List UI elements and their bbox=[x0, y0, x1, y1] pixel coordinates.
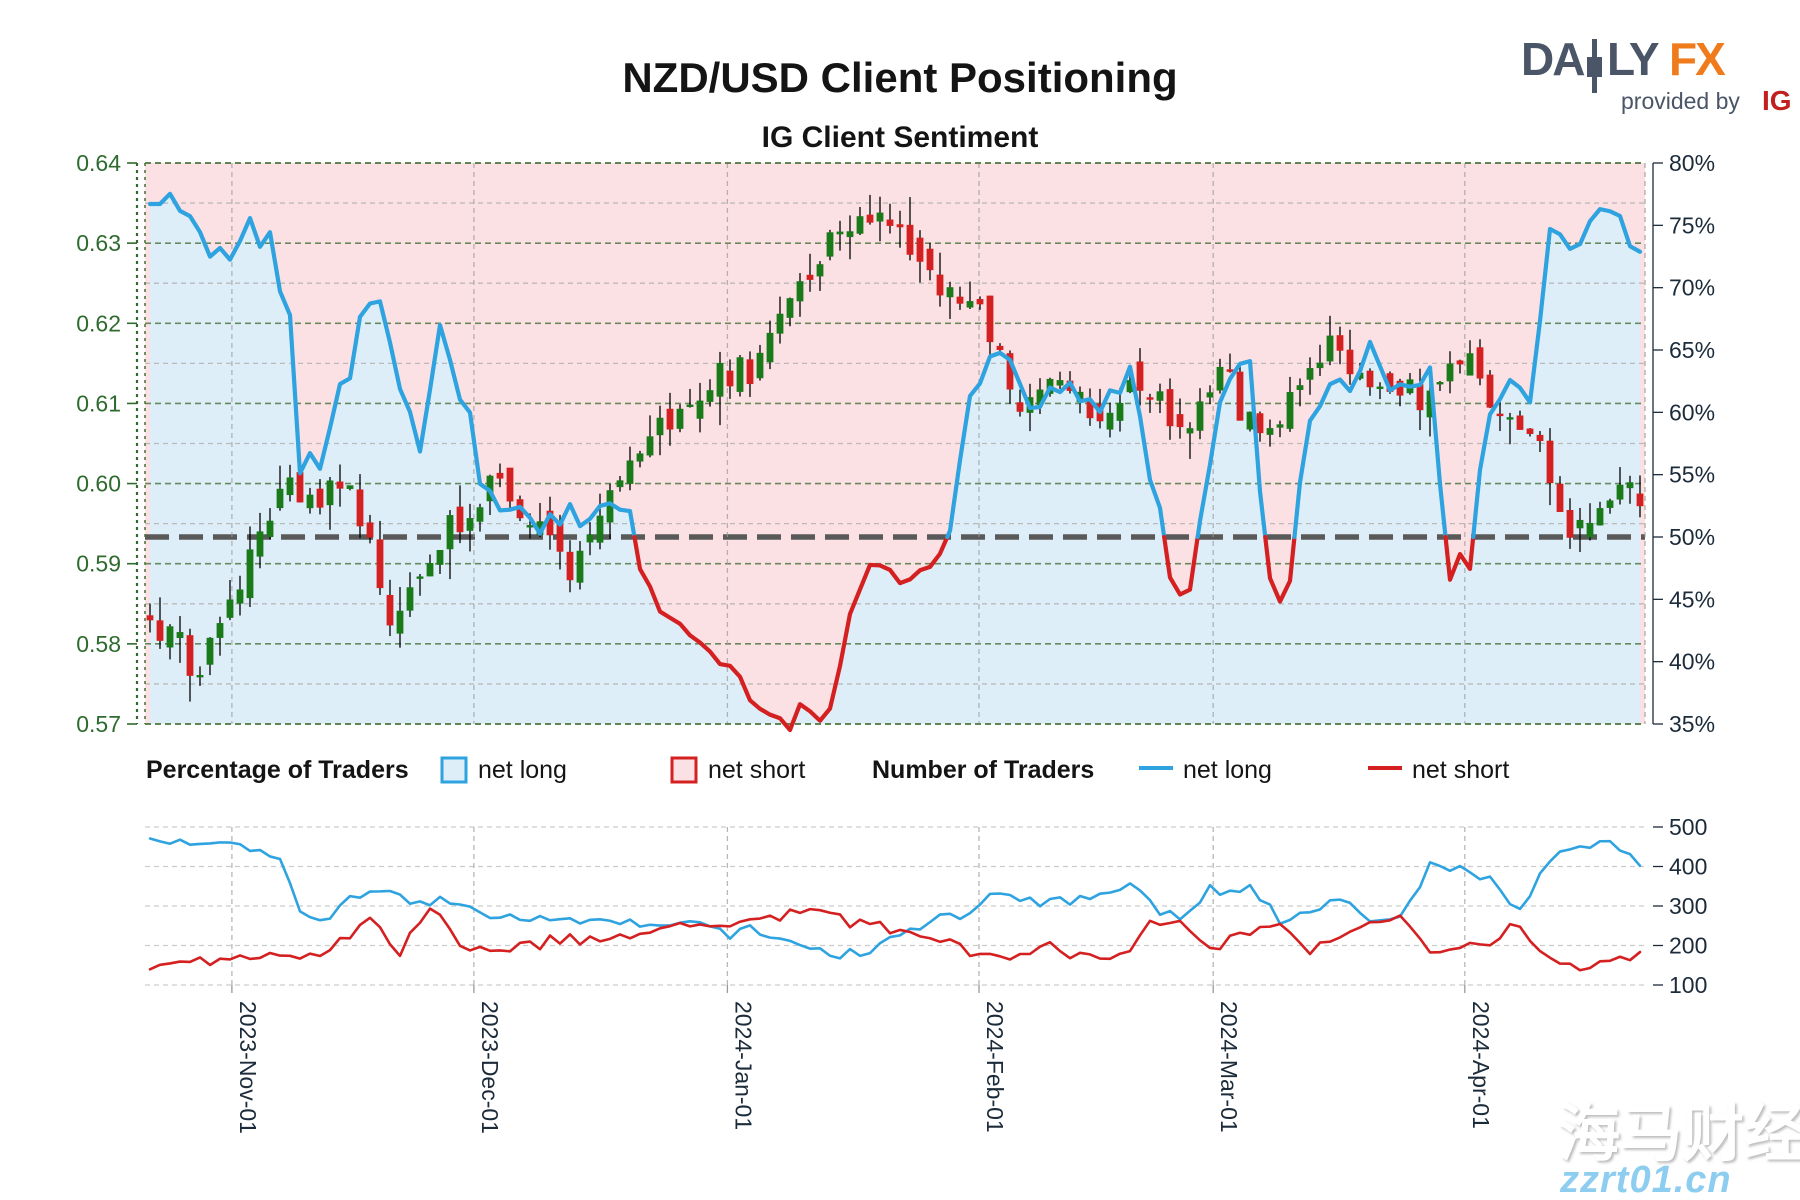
svg-text:0.57: 0.57 bbox=[76, 711, 121, 737]
svg-text:provided by: provided by bbox=[1621, 88, 1740, 114]
svg-text:500: 500 bbox=[1669, 814, 1707, 840]
svg-text:NZD/USD Client Positioning: NZD/USD Client Positioning bbox=[622, 54, 1177, 101]
svg-text:DA: DA bbox=[1521, 33, 1584, 85]
svg-text:2024-Feb-01: 2024-Feb-01 bbox=[982, 1001, 1008, 1133]
svg-text:Number of Traders: Number of Traders bbox=[872, 756, 1094, 784]
svg-text:net long: net long bbox=[1183, 756, 1272, 784]
svg-text:200: 200 bbox=[1669, 933, 1707, 959]
svg-text:FX: FX bbox=[1669, 33, 1726, 85]
svg-text:2023-Nov-01: 2023-Nov-01 bbox=[235, 1001, 261, 1134]
svg-text:IG Client Sentiment: IG Client Sentiment bbox=[762, 121, 1039, 154]
svg-text:LY: LY bbox=[1607, 33, 1659, 85]
svg-text:60%: 60% bbox=[1669, 399, 1715, 425]
svg-text:net long: net long bbox=[478, 756, 567, 784]
svg-text:net short: net short bbox=[708, 756, 805, 784]
svg-text:Percentage of Traders: Percentage of Traders bbox=[146, 756, 409, 784]
svg-text:zzrt01.cn: zzrt01.cn bbox=[1559, 1159, 1732, 1200]
svg-text:2023-Dec-01: 2023-Dec-01 bbox=[477, 1001, 503, 1134]
svg-text:45%: 45% bbox=[1669, 586, 1715, 612]
svg-text:2024-Jan-01: 2024-Jan-01 bbox=[730, 1001, 756, 1130]
svg-text:50%: 50% bbox=[1669, 524, 1715, 550]
svg-text:300: 300 bbox=[1669, 893, 1707, 919]
svg-text:70%: 70% bbox=[1669, 275, 1715, 301]
svg-text:IG: IG bbox=[1762, 85, 1792, 116]
svg-text:0.61: 0.61 bbox=[76, 390, 121, 416]
svg-text:0.58: 0.58 bbox=[76, 631, 121, 657]
svg-text:80%: 80% bbox=[1669, 150, 1715, 176]
svg-text:0.62: 0.62 bbox=[76, 310, 121, 336]
svg-text:55%: 55% bbox=[1669, 462, 1715, 488]
svg-text:0.59: 0.59 bbox=[76, 551, 121, 577]
svg-text:400: 400 bbox=[1669, 854, 1707, 880]
svg-text:0.63: 0.63 bbox=[76, 230, 121, 256]
svg-text:40%: 40% bbox=[1669, 649, 1715, 675]
svg-text:75%: 75% bbox=[1669, 212, 1715, 238]
svg-text:65%: 65% bbox=[1669, 337, 1715, 363]
svg-text:2024-Mar-01: 2024-Mar-01 bbox=[1216, 1001, 1242, 1133]
svg-text:35%: 35% bbox=[1669, 711, 1715, 737]
svg-text:0.64: 0.64 bbox=[76, 150, 121, 176]
svg-text:net short: net short bbox=[1412, 756, 1509, 784]
svg-text:100: 100 bbox=[1669, 972, 1707, 998]
svg-text:0.60: 0.60 bbox=[76, 471, 121, 497]
svg-text:2024-Apr-01: 2024-Apr-01 bbox=[1468, 1001, 1494, 1129]
